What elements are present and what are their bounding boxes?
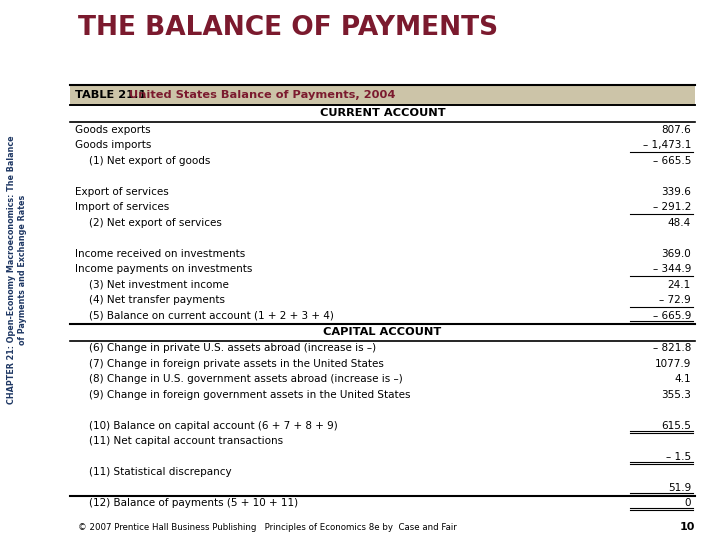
Text: Income payments on investments: Income payments on investments <box>75 264 253 274</box>
Bar <box>70 105 695 122</box>
Text: United States Balance of Payments, 2004: United States Balance of Payments, 2004 <box>125 90 395 100</box>
Bar <box>70 85 695 105</box>
Text: (9) Change in foreign government assets in the United States: (9) Change in foreign government assets … <box>89 390 410 400</box>
Text: – 344.9: – 344.9 <box>652 264 691 274</box>
Text: TABLE 21.1: TABLE 21.1 <box>75 90 146 100</box>
Text: 48.4: 48.4 <box>667 218 691 228</box>
Text: © 2007 Prentice Hall Business Publishing   Principles of Economics 8e by  Case a: © 2007 Prentice Hall Business Publishing… <box>78 523 456 532</box>
Text: 10: 10 <box>680 522 695 532</box>
Text: 369.0: 369.0 <box>661 249 691 259</box>
Text: Goods exports: Goods exports <box>75 125 150 135</box>
Text: – 291.2: – 291.2 <box>652 202 691 212</box>
Text: (4) Net transfer payments: (4) Net transfer payments <box>89 295 225 305</box>
Text: CAPITAL ACCOUNT: CAPITAL ACCOUNT <box>323 327 441 337</box>
Text: – 72.9: – 72.9 <box>660 295 691 305</box>
Text: 1077.9: 1077.9 <box>654 359 691 369</box>
Text: (1) Net export of goods: (1) Net export of goods <box>89 156 210 166</box>
Text: – 665.5: – 665.5 <box>652 156 691 166</box>
Text: (6) Change in private U.S. assets abroad (increase is –): (6) Change in private U.S. assets abroad… <box>89 343 376 353</box>
Text: – 1.5: – 1.5 <box>666 452 691 462</box>
Text: 51.9: 51.9 <box>667 483 691 492</box>
Text: Income received on investments: Income received on investments <box>75 249 246 259</box>
Text: Import of services: Import of services <box>75 202 169 212</box>
Text: (11) Statistical discrepancy: (11) Statistical discrepancy <box>89 467 232 477</box>
Text: (7) Change in foreign private assets in the United States: (7) Change in foreign private assets in … <box>89 359 384 369</box>
Text: Export of services: Export of services <box>75 187 168 197</box>
Text: 355.3: 355.3 <box>661 390 691 400</box>
Text: CURRENT ACCOUNT: CURRENT ACCOUNT <box>320 109 445 118</box>
Text: (11) Net capital account transactions: (11) Net capital account transactions <box>89 436 283 446</box>
Text: – 1,473.1: – 1,473.1 <box>643 140 691 150</box>
Text: – 665.9: – 665.9 <box>652 310 691 321</box>
Text: Goods imports: Goods imports <box>75 140 151 150</box>
Text: – 821.8: – 821.8 <box>652 343 691 353</box>
Text: (10) Balance on capital account (6 + 7 + 8 + 9): (10) Balance on capital account (6 + 7 +… <box>89 421 338 431</box>
Text: CHAPTER 21: Open-Economy Macroeconomics: The Balance
of Payments and Exchange Ra: CHAPTER 21: Open-Economy Macroeconomics:… <box>7 136 27 404</box>
Text: (3) Net investment income: (3) Net investment income <box>89 280 229 290</box>
Text: 4.1: 4.1 <box>675 374 691 384</box>
Text: (5) Balance on current account (1 + 2 + 3 + 4): (5) Balance on current account (1 + 2 + … <box>89 310 334 321</box>
Text: 615.5: 615.5 <box>661 421 691 431</box>
Text: (12) Balance of payments (5 + 10 + 11): (12) Balance of payments (5 + 10 + 11) <box>89 498 298 508</box>
Text: 807.6: 807.6 <box>661 125 691 135</box>
Text: (8) Change in U.S. government assets abroad (increase is –): (8) Change in U.S. government assets abr… <box>89 374 402 384</box>
Text: 24.1: 24.1 <box>667 280 691 290</box>
Text: THE BALANCE OF PAYMENTS: THE BALANCE OF PAYMENTS <box>78 15 498 41</box>
Text: (2) Net export of services: (2) Net export of services <box>89 218 222 228</box>
Text: 0: 0 <box>685 498 691 508</box>
Text: 339.6: 339.6 <box>661 187 691 197</box>
